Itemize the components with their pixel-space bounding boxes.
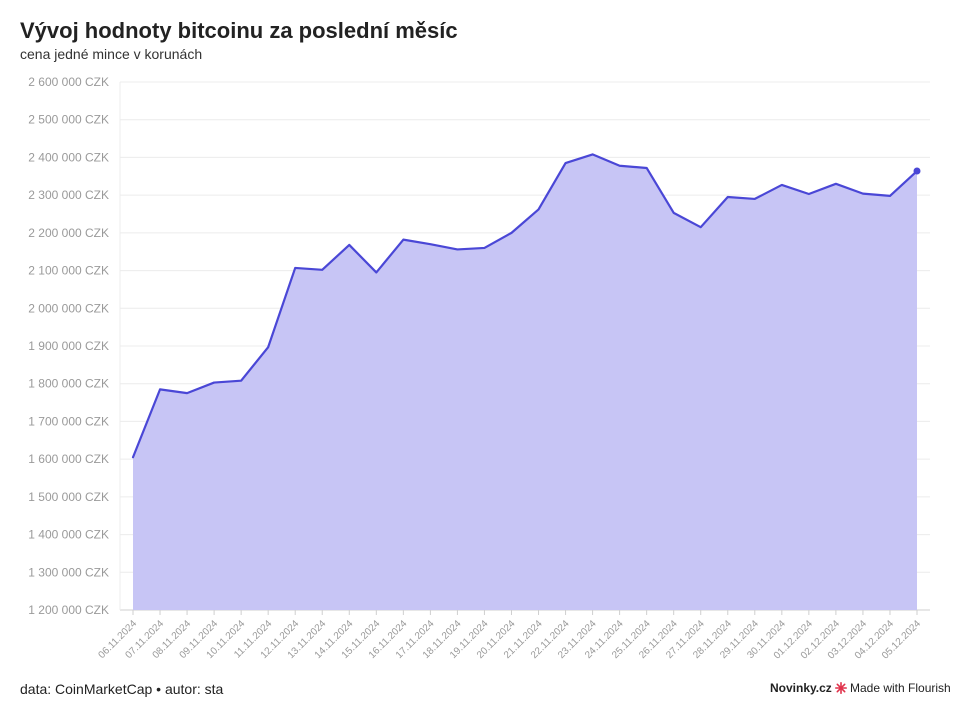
y-tick-label: 1 300 000 CZK <box>28 565 109 579</box>
data-point[interactable] <box>671 210 677 216</box>
data-point[interactable] <box>833 181 839 187</box>
data-point[interactable] <box>265 344 271 350</box>
y-tick-label: 2 600 000 CZK <box>28 75 109 89</box>
data-point[interactable] <box>725 194 731 200</box>
y-tick-label: 1 500 000 CZK <box>28 490 109 504</box>
data-point[interactable] <box>617 163 623 169</box>
data-point[interactable] <box>427 241 433 247</box>
made-with-flourish-link[interactable]: Made with Flourish <box>835 681 951 695</box>
data-point[interactable] <box>536 206 542 212</box>
novinky-logo[interactable]: Novinky.cz <box>770 681 832 695</box>
chart-subtitle: cena jedné mince v korunách <box>20 46 203 62</box>
data-points <box>130 151 921 460</box>
price-area-fill <box>133 154 917 610</box>
chart-title: Vývoj hodnoty bitcoinu za poslední měsíc <box>20 18 458 43</box>
data-point[interactable] <box>184 390 190 396</box>
source-credit: data: CoinMarketCap • autor: sta <box>20 681 224 697</box>
y-tick-label: 1 200 000 CZK <box>28 603 109 617</box>
data-point[interactable] <box>346 242 352 248</box>
data-point[interactable] <box>481 245 487 251</box>
made-with-flourish-label: Made with Flourish <box>850 681 951 695</box>
data-point[interactable] <box>400 237 406 243</box>
data-point[interactable] <box>373 269 379 275</box>
data-point[interactable] <box>157 386 163 392</box>
data-point[interactable] <box>779 182 785 188</box>
data-point[interactable] <box>806 191 812 197</box>
y-tick-label: 2 200 000 CZK <box>28 226 109 240</box>
last-data-point[interactable] <box>913 167 921 175</box>
data-point[interactable] <box>292 265 298 271</box>
data-point[interactable] <box>752 196 758 202</box>
y-tick-label: 2 500 000 CZK <box>28 113 109 127</box>
data-point[interactable] <box>211 380 217 386</box>
flourish-icon <box>835 682 847 694</box>
data-point[interactable] <box>887 193 893 199</box>
data-point[interactable] <box>698 224 704 230</box>
data-point[interactable] <box>508 230 514 236</box>
y-axis-ticks: 1 200 000 CZK 1 300 000 CZK 1 400 000 CZK 1… <box>28 75 109 617</box>
data-point[interactable] <box>319 267 325 273</box>
data-point[interactable] <box>238 378 244 384</box>
data-point[interactable] <box>454 246 460 252</box>
data-point[interactable] <box>860 191 866 197</box>
data-point[interactable] <box>590 151 596 157</box>
price-line <box>131 153 919 459</box>
data-point[interactable] <box>130 454 136 460</box>
y-tick-label: 2 000 000 CZK <box>28 301 109 315</box>
y-tick-label: 2 100 000 CZK <box>28 264 109 278</box>
y-tick-label: 1 800 000 CZK <box>28 377 109 391</box>
y-tick-label: 1 900 000 CZK <box>28 339 109 353</box>
x-axis-ticks: 06.11.202407.11.202408.11.202409.11.2024… <box>96 610 923 662</box>
data-point[interactable] <box>644 165 650 171</box>
data-point[interactable] <box>563 160 569 166</box>
y-tick-label: 1 400 000 CZK <box>28 528 109 542</box>
y-tick-label: 2 400 000 CZK <box>28 150 109 164</box>
y-tick-label: 2 300 000 CZK <box>28 188 109 202</box>
y-tick-label: 1 700 000 CZK <box>28 414 109 428</box>
y-tick-label: 1 600 000 CZK <box>28 452 109 466</box>
